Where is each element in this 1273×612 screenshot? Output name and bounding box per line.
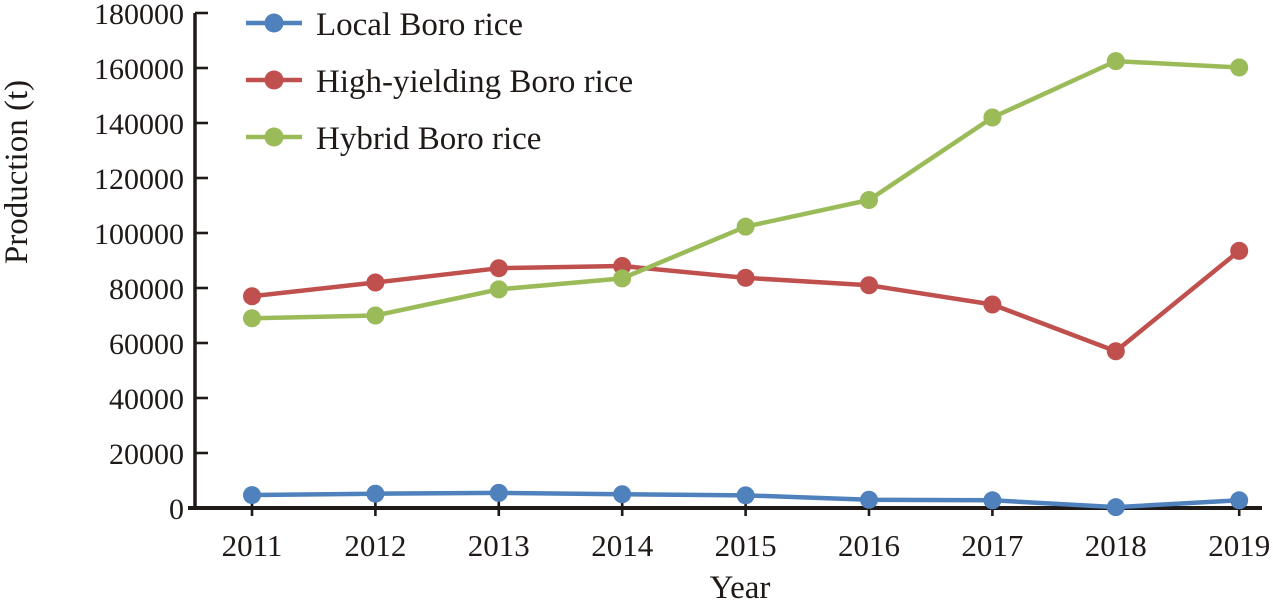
- x-tick-label: 2017: [961, 528, 1023, 563]
- legend-marker-icon: [264, 13, 284, 33]
- y-tick-label: 20000: [109, 438, 184, 471]
- data-point: [860, 191, 878, 209]
- legend-label: Local Boro rice: [316, 7, 523, 43]
- x-tick-label: 2015: [715, 528, 777, 563]
- data-point: [736, 268, 755, 287]
- data-point: [983, 108, 1002, 127]
- legend-marker-icon: [264, 70, 284, 90]
- legend: Local Boro rice High-yielding Boro rice Hy…: [246, 7, 633, 157]
- x-tick-label: 2011: [222, 528, 283, 563]
- series-line: [251, 249, 1241, 354]
- series-high-yielding-boro-rice: [243, 241, 1249, 361]
- x-tick-label: 2019: [1208, 528, 1270, 563]
- data-point: [366, 273, 385, 292]
- data-point: [860, 276, 878, 295]
- data-point: [489, 280, 508, 299]
- y-tick-label: 120000: [94, 163, 184, 196]
- data-point: [243, 309, 261, 328]
- legend-label: Hybrid Boro rice: [316, 121, 541, 157]
- data-point: [243, 486, 261, 505]
- x-axis-title: Year: [710, 570, 771, 606]
- y-tick-label: 180000: [94, 0, 184, 31]
- data-point: [1106, 52, 1125, 71]
- data-point: [243, 287, 261, 306]
- x-tick-label: 2016: [838, 528, 900, 563]
- y-tick-label: 40000: [109, 383, 184, 416]
- x-tick-label: 2018: [1085, 528, 1147, 563]
- y-tick-label: 160000: [94, 53, 184, 86]
- data-point: [1230, 491, 1249, 510]
- legend-item-hybrid-boro-rice: Hybrid Boro rice: [246, 121, 541, 157]
- legend-label: High-yielding Boro rice: [316, 64, 633, 100]
- x-tick-label: 2014: [591, 528, 654, 563]
- x-tick-label: 2012: [344, 528, 406, 563]
- series-hybrid-boro-rice: [243, 52, 1249, 328]
- y-axis-title: Production (t): [0, 80, 35, 264]
- data-point: [1230, 241, 1249, 260]
- data-point: [860, 490, 878, 509]
- data-point: [983, 491, 1002, 510]
- legend-item-local-boro-rice: Local Boro rice: [246, 7, 523, 43]
- data-point: [366, 306, 385, 325]
- y-tick-label: 60000: [109, 328, 184, 361]
- legend-item-high-yielding-boro-rice: High-yielding Boro rice: [246, 64, 633, 100]
- data-point: [613, 485, 632, 504]
- data-point: [1106, 498, 1125, 517]
- data-point: [983, 295, 1002, 314]
- data-point: [1230, 58, 1249, 77]
- data-point: [613, 269, 632, 288]
- y-tick-label: 140000: [94, 108, 184, 141]
- data-point: [736, 217, 755, 236]
- data-point: [736, 486, 755, 505]
- data-point: [366, 484, 385, 503]
- series-local-boro-rice: [243, 483, 1249, 517]
- x-tick-label: 2013: [468, 528, 530, 563]
- legend-marker-icon: [264, 127, 284, 147]
- y-tick-label: 100000: [94, 218, 184, 251]
- data-point: [1106, 342, 1125, 361]
- y-tick-label: 0: [169, 493, 184, 526]
- data-point: [613, 257, 632, 275]
- y-tick-label: 80000: [109, 273, 184, 306]
- data-point: [489, 259, 508, 278]
- data-point: [489, 483, 508, 502]
